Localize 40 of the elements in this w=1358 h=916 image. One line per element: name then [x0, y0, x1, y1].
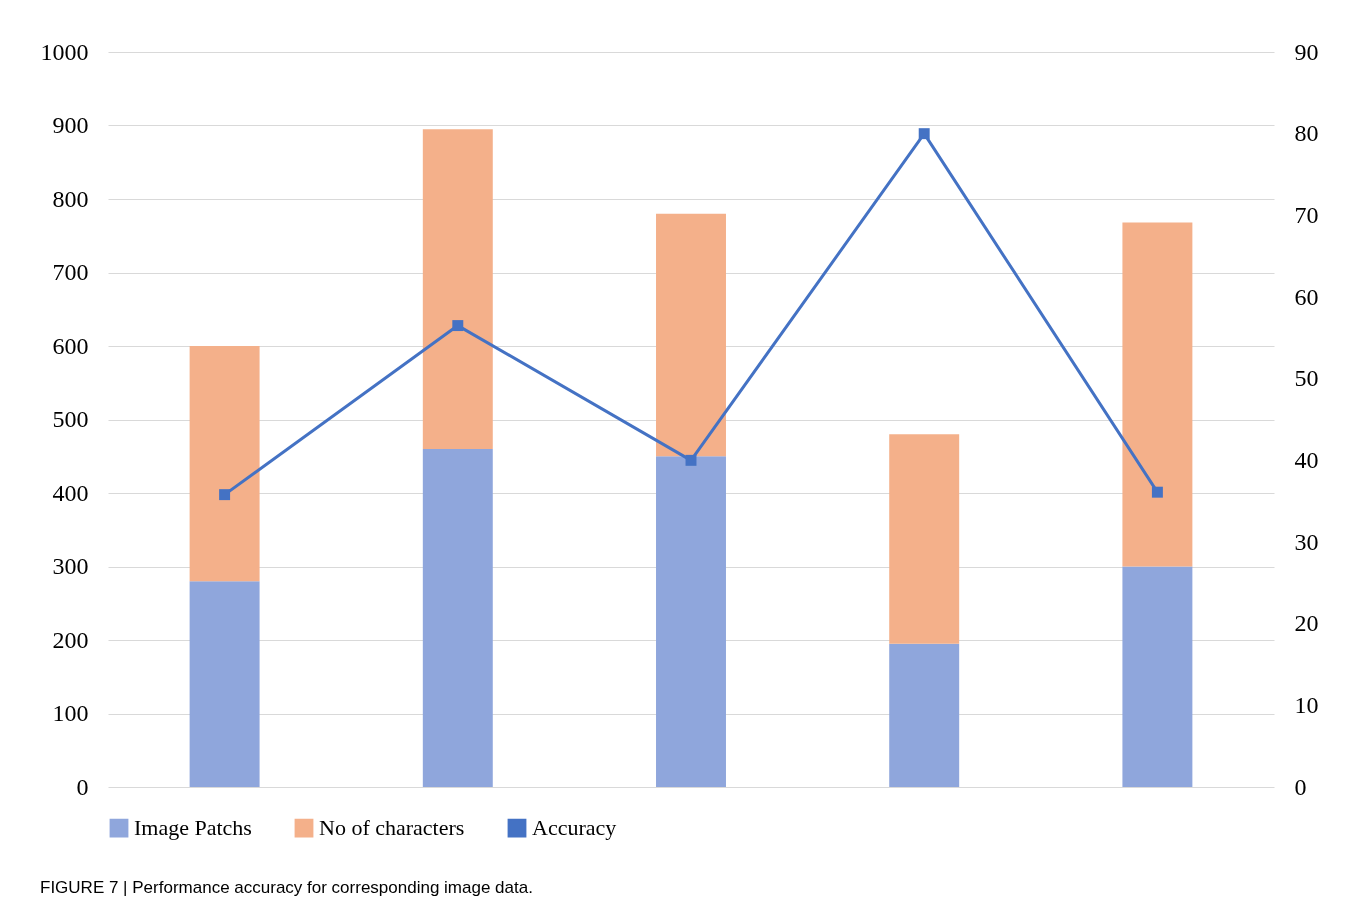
- point: [685, 454, 697, 466]
- legend-label: Accuracy: [532, 815, 617, 841]
- y2-tick-label: 50: [1294, 365, 1319, 392]
- bar: [656, 213, 726, 457]
- y2-tick-label: 0: [1294, 773, 1307, 800]
- bar: [189, 581, 260, 787]
- bar: [889, 434, 960, 644]
- y-tick-label: 100: [52, 700, 89, 726]
- point: [452, 320, 464, 332]
- y-tick-label: 600: [52, 332, 89, 359]
- y2-tick-label: 10: [1294, 691, 1319, 718]
- y-tick-label: 400: [52, 479, 89, 506]
- bar: [1122, 222, 1193, 567]
- point: [918, 128, 930, 140]
- y2-tick-label: 70: [1294, 201, 1319, 228]
- legend-label: No of characters: [319, 815, 465, 841]
- y-tick-label: 700: [52, 259, 89, 285]
- y2-tick-label: 20: [1294, 610, 1319, 637]
- y2-tick-label: 40: [1294, 446, 1319, 473]
- y2-tick-label: 60: [1294, 283, 1319, 310]
- bar: [656, 456, 726, 787]
- bar: [889, 643, 960, 787]
- point: [219, 489, 231, 501]
- y-tick-label: 1000: [40, 38, 89, 65]
- legend-label: Image Patchs: [134, 815, 252, 841]
- y-tick-label: 0: [76, 773, 89, 800]
- y-tick-label: 200: [52, 626, 89, 653]
- point: [1151, 486, 1163, 498]
- bar: [422, 129, 493, 449]
- bar: [189, 346, 260, 582]
- y2-tick-label: 90: [1294, 38, 1319, 65]
- y-tick-label: 300: [52, 553, 89, 579]
- y2-tick-label: 80: [1294, 120, 1319, 147]
- bar: [1122, 566, 1193, 787]
- y2-tick-label: 30: [1294, 528, 1319, 555]
- y-tick-label: 900: [52, 112, 89, 138]
- caption: FIGURE 7 | Performance accuracy for corresponding image data.: [40, 878, 533, 897]
- y-tick-label: 800: [52, 185, 89, 212]
- bar: [422, 448, 493, 787]
- y-tick-label: 500: [52, 406, 89, 432]
